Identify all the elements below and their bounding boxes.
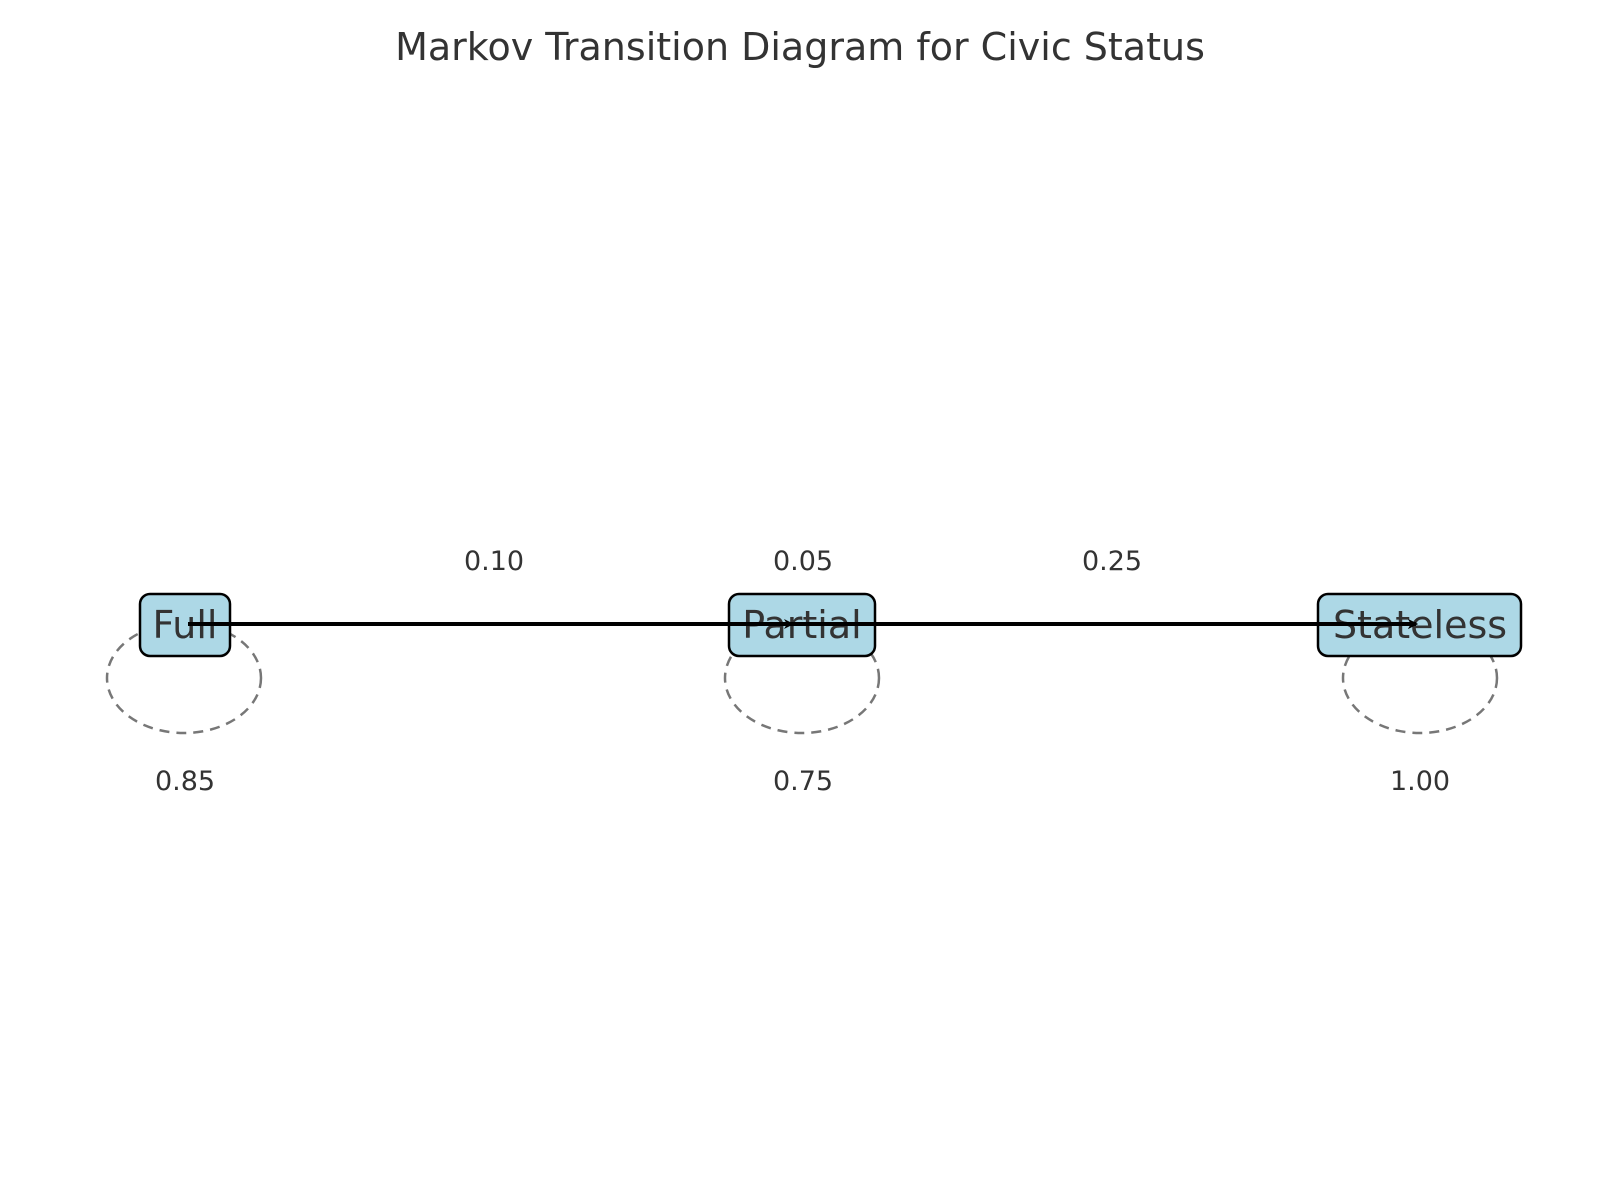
edge-label-full-partial: 0.10 xyxy=(464,546,524,577)
node-full: Full xyxy=(138,592,232,658)
edge-label-partial-stateless: 0.25 xyxy=(1082,546,1142,577)
edge-label-full-stateless: 0.05 xyxy=(773,546,833,577)
loop-label-full: 0.85 xyxy=(155,766,215,797)
diagram-title: Markov Transition Diagram for Civic Stat… xyxy=(395,25,1205,69)
loop-label-stateless: 1.00 xyxy=(1390,766,1450,797)
loop-label-partial: 0.75 xyxy=(773,766,833,797)
node-stateless: Stateless xyxy=(1316,592,1523,658)
